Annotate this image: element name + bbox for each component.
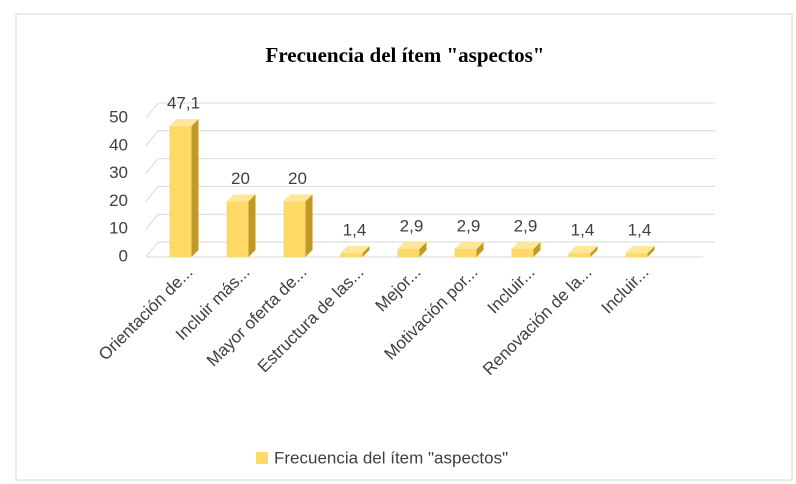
bar	[397, 248, 420, 257]
bar	[340, 253, 363, 257]
bar-side	[533, 241, 541, 257]
grid-line-side	[145, 130, 159, 147]
grid-line-side	[145, 241, 159, 258]
y-tick-label: 40	[109, 135, 128, 154]
data-label: 1,4	[571, 221, 595, 240]
grid-line-side	[145, 158, 159, 174]
bar	[226, 201, 249, 257]
bar-side	[476, 241, 484, 257]
bar-top	[226, 194, 256, 202]
bar-side	[248, 194, 256, 257]
data-label: 47,1	[167, 94, 200, 113]
data-label: 20	[288, 169, 307, 188]
data-label: 1,4	[343, 221, 367, 240]
y-tick-label: 50	[109, 107, 128, 126]
bar	[283, 201, 306, 257]
bar-side	[191, 119, 199, 257]
bar-top	[511, 241, 541, 249]
bar-top	[625, 246, 655, 254]
bar-top	[340, 246, 370, 254]
bar-side	[362, 246, 370, 257]
data-label: 2,9	[400, 216, 424, 235]
bar	[169, 126, 192, 257]
y-tick-label: 10	[109, 219, 128, 238]
y-tick-label: 0	[119, 246, 128, 265]
bar-side	[647, 246, 655, 257]
y-tick-label: 30	[109, 163, 128, 182]
bar	[568, 253, 591, 257]
bar	[511, 248, 534, 257]
legend-label: Frecuencia del ítem "aspectos"	[274, 448, 508, 467]
bar	[625, 253, 648, 257]
bar-top	[397, 241, 427, 249]
bar-side	[419, 241, 427, 257]
legend-swatch	[256, 452, 268, 464]
chart-title: Frecuencia del ítem "aspectos"	[266, 43, 545, 67]
data-label: 20	[231, 169, 250, 188]
grid-line-side	[145, 102, 159, 119]
bar-top	[454, 241, 484, 249]
bar-top	[283, 194, 313, 202]
y-tick-label: 20	[109, 191, 128, 210]
bar-side	[590, 246, 598, 257]
bar	[454, 248, 477, 257]
grid-line-side	[145, 213, 159, 230]
data-label: 2,9	[457, 216, 481, 235]
bar-top	[568, 246, 598, 254]
data-label: 2,9	[514, 216, 538, 235]
data-label: 1,4	[628, 221, 652, 240]
bar-top	[169, 119, 199, 127]
bar-side	[305, 194, 313, 257]
grid-line-side	[145, 186, 159, 202]
